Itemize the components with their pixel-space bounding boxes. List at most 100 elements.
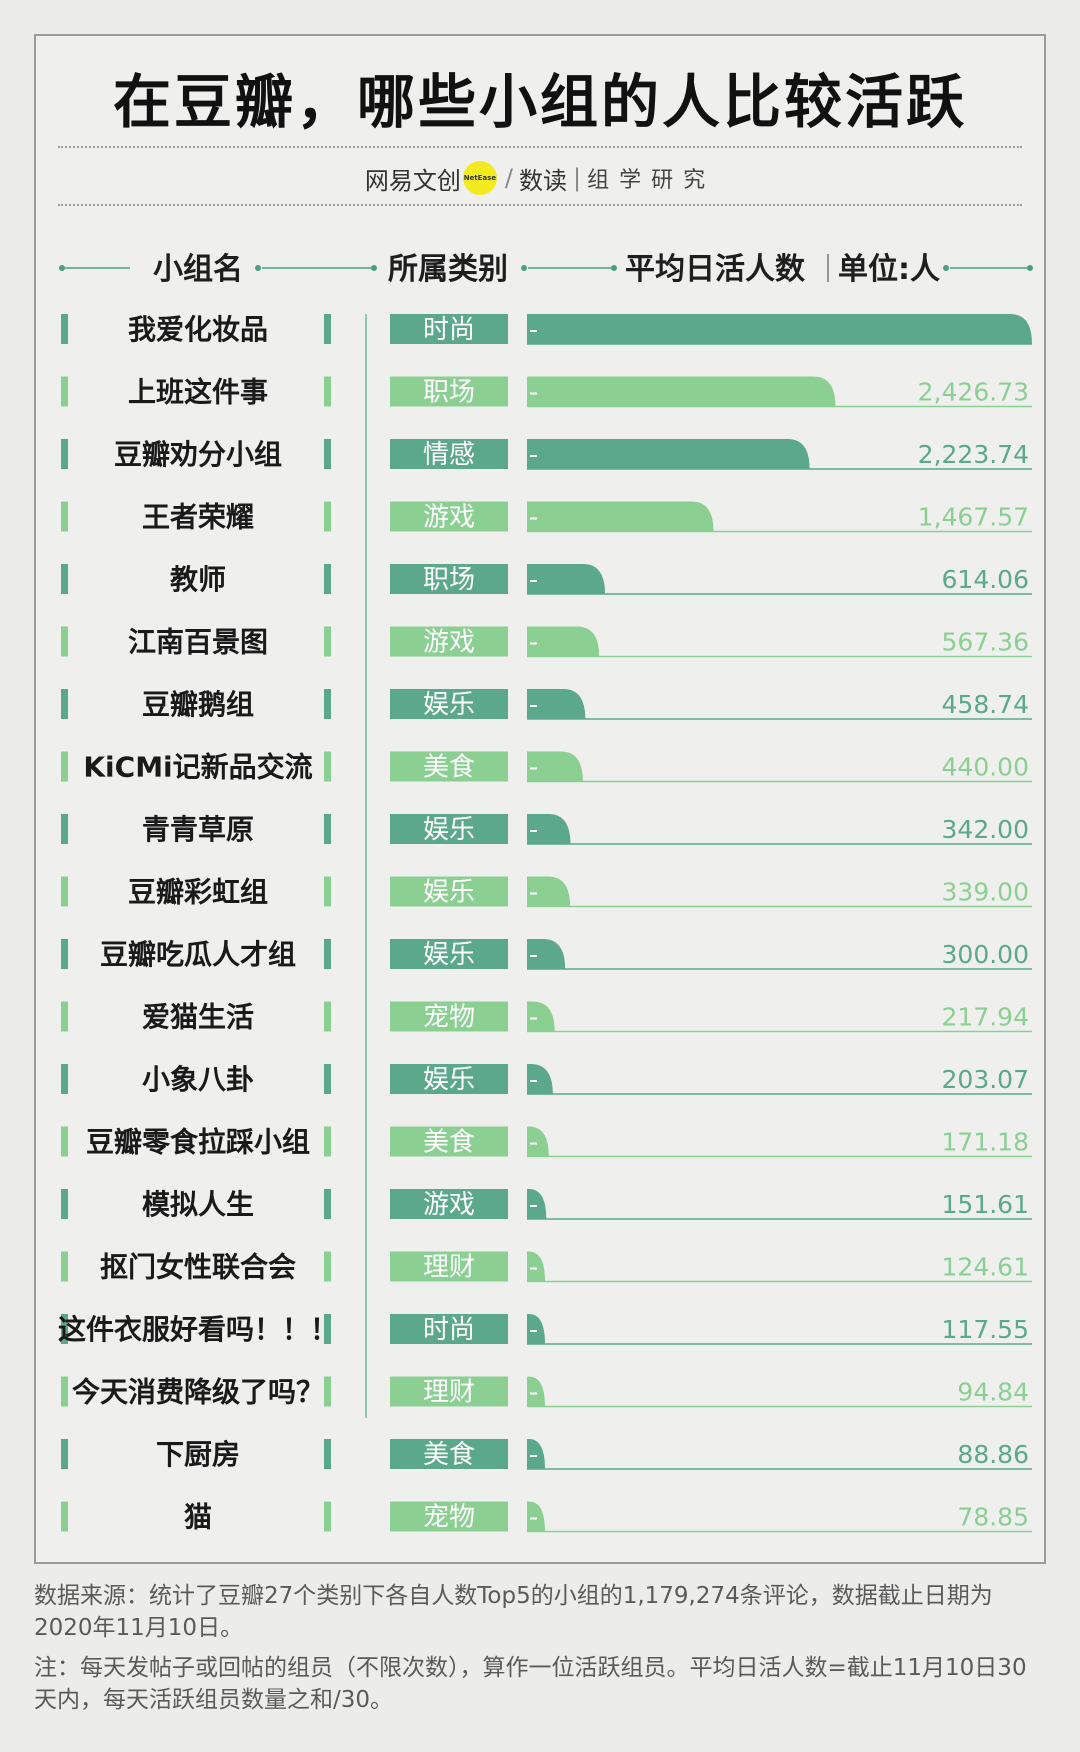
category-label: 时尚 [423,1315,475,1345]
group-name: 教师 [170,563,226,596]
divider-bottom [58,204,1022,206]
row-tick-right [324,1251,331,1282]
chart-title: 在豆瓣，哪些小组的人比较活跃 [112,68,967,136]
category-chip [390,626,508,657]
group-name: 豆瓣彩虹组 [128,876,268,909]
row-tick-left [61,689,68,719]
header-dot-1 [59,265,65,271]
bar [527,1376,545,1407]
category-label: 理财 [423,1253,475,1283]
row-tick-right [324,1189,331,1219]
group-name: 抠门女性联合会 [100,1251,296,1284]
value-label: 88.86 [957,1440,1029,1469]
value-label: 78.85 [957,1503,1029,1532]
bar-chart: 小组名 所属类别 平均日活人数 单位:人 我爱化妆品 时尚 3,973.76上班这件… [58,252,1033,1534]
group-name: 这件衣服好看吗！！！ [58,1313,338,1346]
group-name: KiCMi记新品交流 [83,751,312,784]
group-name: 模拟人生 [142,1188,254,1221]
value-label: 171.18 [942,1128,1029,1157]
category-label: 娱乐 [423,940,475,970]
category-label: 美食 [423,1128,475,1158]
brand-sub: 组学研究 [587,168,716,193]
value-label: 300.00 [942,940,1029,969]
value-label: 151.61 [942,1190,1029,1219]
category-chip [390,1439,508,1469]
category-chip [390,814,508,844]
footer: 数据来源：统计了豆瓣27个类别下各自人数Top5的小组的1,179,274条评论… [34,1580,1049,1724]
category-label: 娱乐 [423,690,475,720]
group-name: 豆瓣吃瓜人才组 [100,938,296,971]
header-group: 小组名 [153,252,243,287]
group-name: 青青草原 [142,813,254,846]
row-tick-right [324,626,331,657]
row-tick-right [324,876,331,907]
category-label: 娱乐 [423,878,475,908]
category-chip [390,376,508,407]
brand-separator: / [504,164,513,192]
row-tick-left [61,1314,68,1344]
category-chip [390,1376,508,1407]
bar [527,1001,555,1032]
row-tick-left [61,751,68,782]
category-label: 游戏 [423,1190,475,1220]
header-dot-3 [371,265,377,271]
row-tick-right [324,439,331,469]
value-label: 117.55 [942,1315,1029,1344]
row-tick-left [61,1376,68,1407]
chart-header: 小组名 所属类别 平均日活人数 单位:人 [59,252,1033,287]
bar [527,1251,545,1282]
row-tick-left [61,939,68,969]
category-chip [390,1064,508,1094]
category-label: 游戏 [423,628,475,658]
row-tick-left [61,876,68,907]
group-name: 爱猫生活 [142,1001,254,1034]
category-chip [390,876,508,907]
row-tick-left [61,814,68,844]
group-name: 豆瓣零食拉踩小组 [86,1126,310,1159]
category-chip [390,314,508,344]
row-tick-right [324,1314,331,1344]
group-name: 小象八卦 [142,1063,254,1096]
row-tick-right [324,814,331,844]
category-chip [390,1314,508,1344]
bar [527,1314,545,1344]
header-dot-6 [943,265,949,271]
row-tick-right [324,1001,331,1032]
group-name: 王者荣耀 [142,501,254,534]
category-label: 娱乐 [423,815,475,845]
value-label: 2,426.73 [918,378,1029,407]
value-label: 124.61 [942,1253,1029,1282]
brand-name-right: 数读 [518,166,567,195]
brand-name-left: 网易文创 [364,166,461,195]
bar [527,814,571,844]
row-tick-right [324,1376,331,1407]
category-label: 理财 [423,1378,475,1408]
category-label: 宠物 [423,1003,475,1033]
header-dot-5 [611,265,617,271]
row-tick-right [324,376,331,407]
group-name: 上班这件事 [128,376,268,409]
value-label: 440.00 [942,753,1029,782]
row-tick-left [61,564,68,594]
brand-bar: 网易文创 NetEase / 数读 | 组学研究 [0,158,1080,198]
bar [527,1501,545,1532]
divider-top [58,146,1022,148]
header-dot-7 [1027,265,1033,271]
group-name: 江南百景图 [128,626,268,659]
footer-source: 数据来源：统计了豆瓣27个类别下各自人数Top5的小组的1,179,274条评论… [34,1583,993,1641]
value-label: 1,467.57 [918,503,1029,532]
row-tick-right [324,564,331,594]
bar [527,439,810,469]
header-dot-2 [255,265,261,271]
row-tick-left [61,501,68,532]
bar [527,1189,547,1219]
category-label: 职场 [423,378,475,408]
header-category: 所属类别 [388,252,508,287]
group-name: 豆瓣劝分小组 [114,438,282,471]
category-chip [390,1251,508,1282]
category-chip [390,751,508,782]
bar [527,564,606,594]
bar [527,689,586,719]
row-tick-right [324,1126,331,1157]
category-chip [390,1001,508,1032]
